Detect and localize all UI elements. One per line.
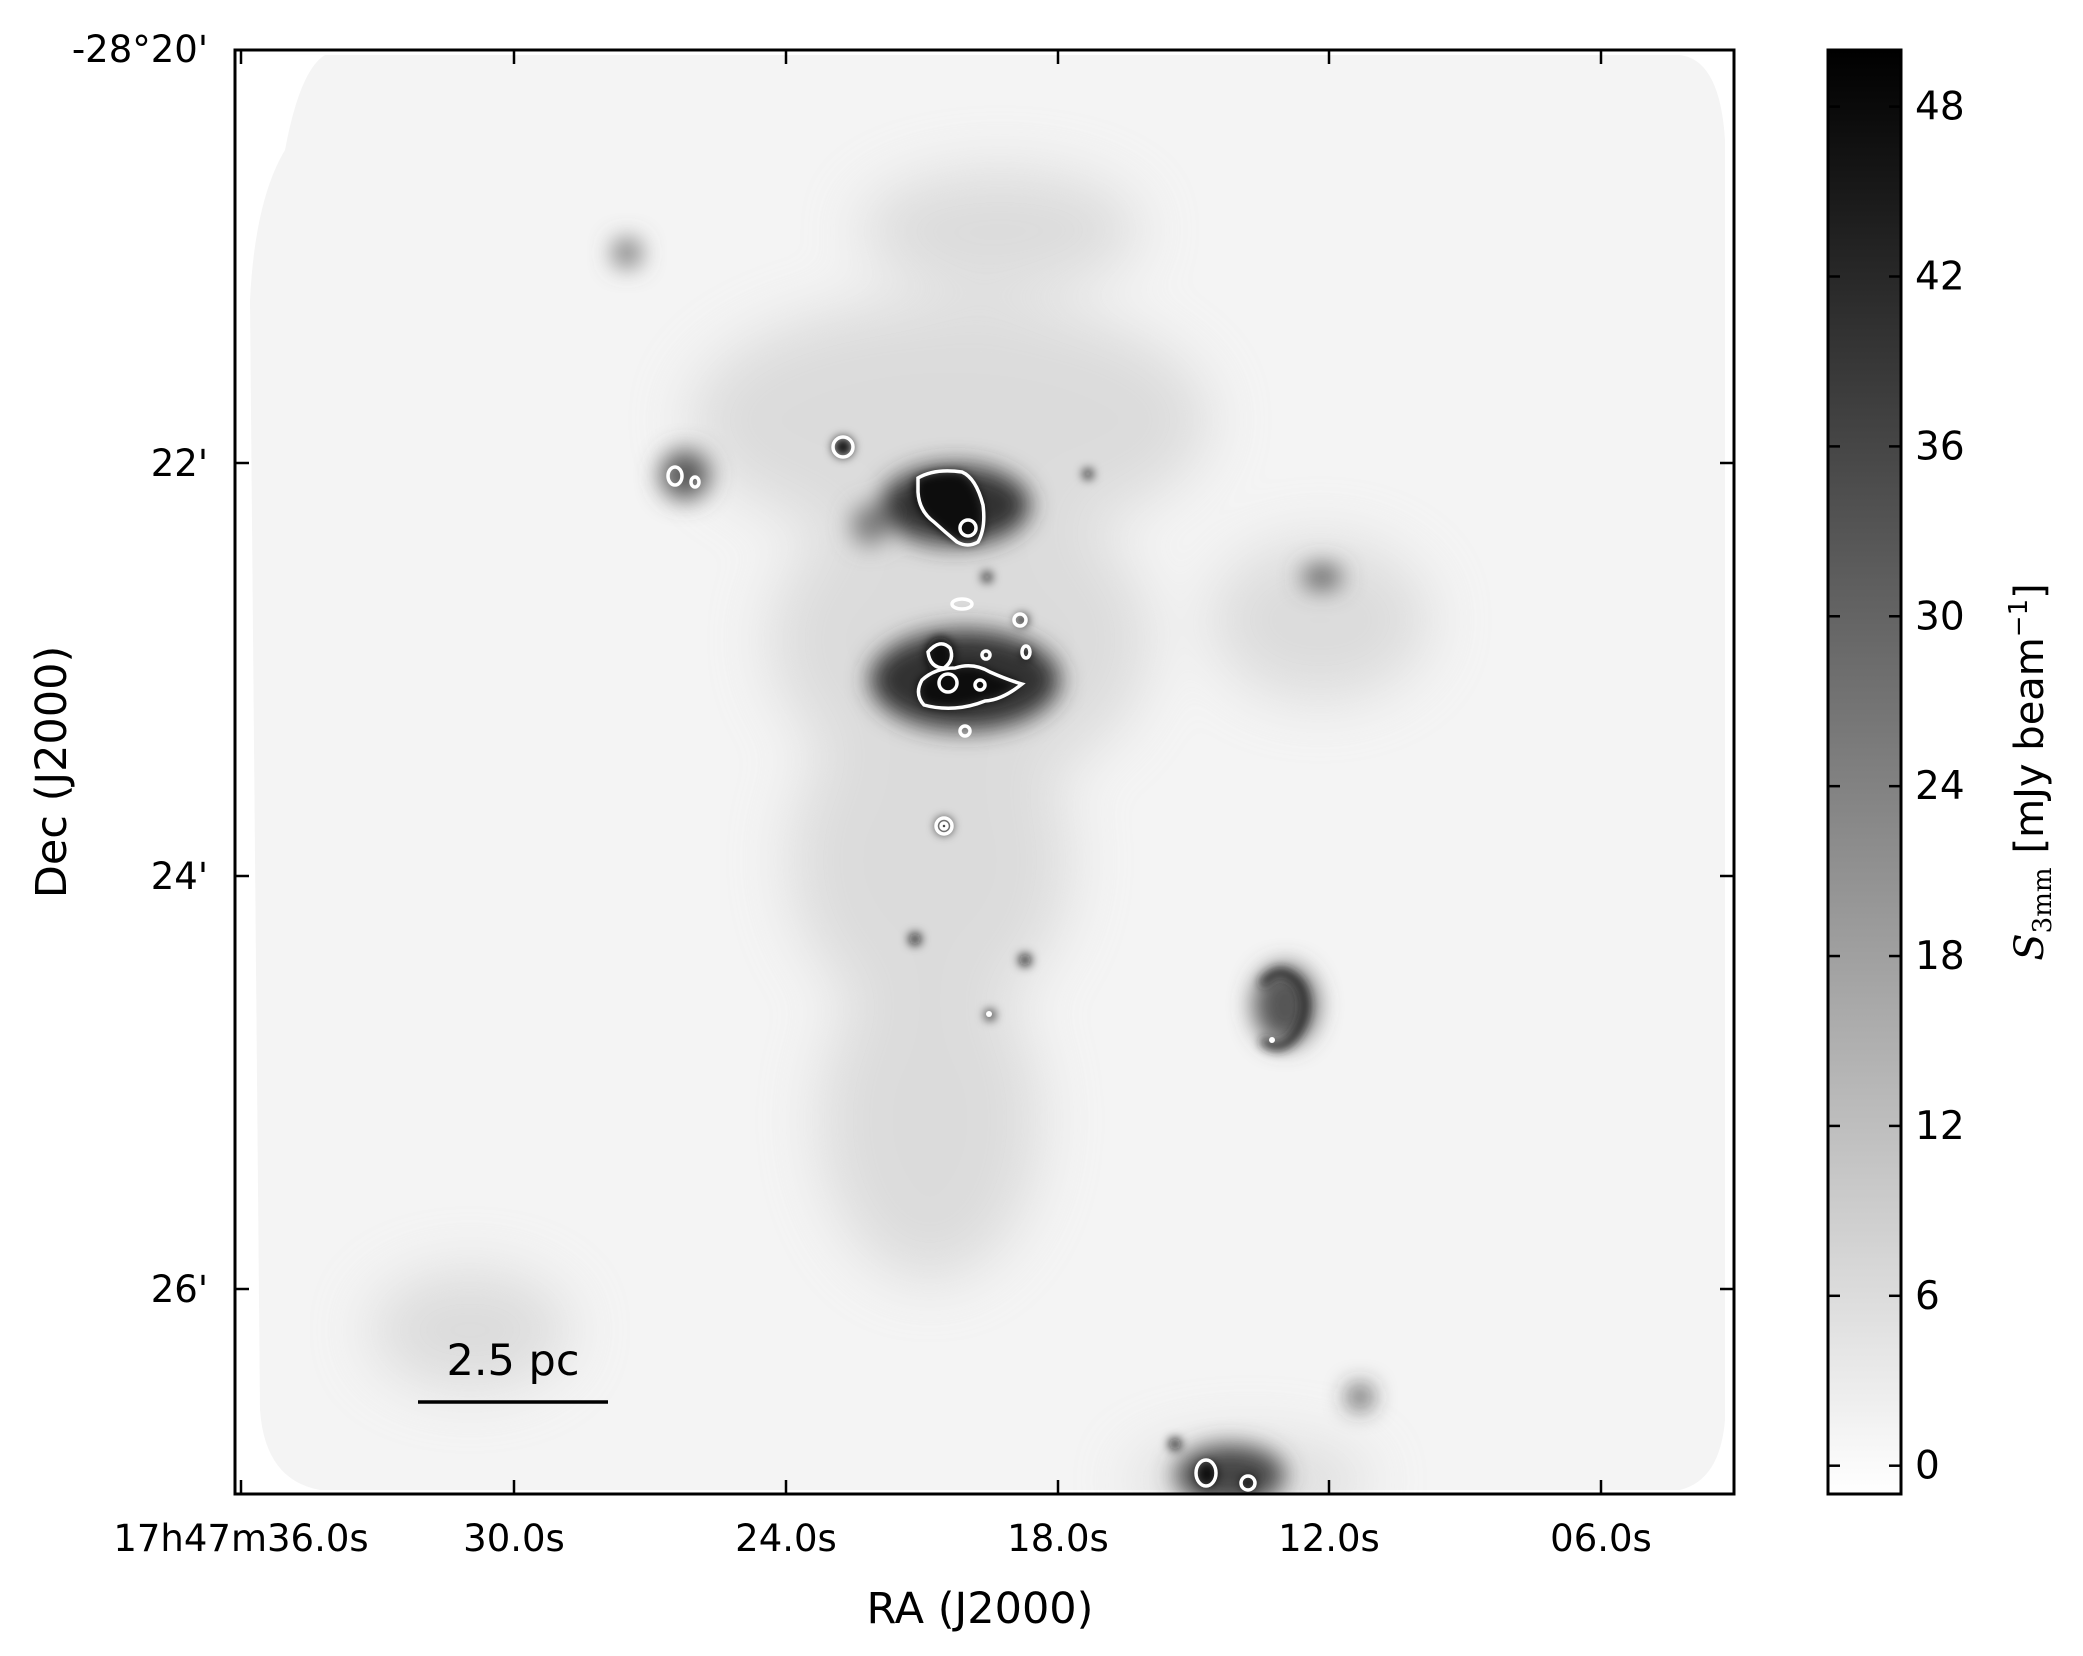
contour-1206 [1194,1458,1218,1488]
colorbar-label-unit-close: ] [2007,583,2053,599]
x-tick-labels: 17h47m36.0s 30.0s 24.0s 18.0s 12.0s 06.0… [113,1517,1652,1560]
y-axis-label: Dec (J2000) [27,646,77,899]
colorbar-label-unit: [mJy beam [2007,637,2053,853]
colorbar-gradient [1826,48,1903,1496]
map-panel: 17h47m36.0s 30.0s 24.0s 18.0s 12.0s 06.0… [27,28,1736,1634]
contour-1248 [1239,1474,1257,1492]
colorbar-label-symbol: S [2007,933,2053,960]
axes-frame [233,48,1736,1496]
colorbar-tick-label: 36 [1915,424,1965,469]
tick-marks [235,48,1734,1494]
source-compact-843 [833,437,853,457]
scale-bar-label: 2.5 pc [447,1336,580,1386]
source-compact-944 [936,818,952,834]
colorbar-tick-label: 30 [1915,594,1965,639]
source-ring-shell [1258,968,1309,1051]
y-tick-label: -28°20' [72,28,208,71]
source-south-halo [1175,1445,1285,1494]
contour-944-inner [939,821,949,831]
colorbar-tick-label: 24 [1915,764,1965,809]
source-compact-1248 [1241,1476,1255,1490]
white-spot-989 [986,1011,992,1017]
source-compact-1175 [1169,1438,1181,1450]
colorbar-tick-label: 42 [1915,255,1965,300]
colorbar-tick-label: 12 [1915,1104,1965,1149]
x-tick-label: 12.0s [1278,1517,1380,1560]
contour-843 [831,435,855,459]
contour-west-small [689,475,701,489]
y-tick-label: 22' [151,442,208,485]
contour-965 [958,724,972,738]
compact-sources [613,239,1372,1494]
colorbar-ticks: 48 42 36 30 24 18 12 6 0 [1828,85,1965,1489]
colorbar-label-subscript: 3mm [2028,867,2058,933]
contour-west [666,465,684,487]
source-blob-870 [852,505,888,545]
x-axis-label: RA (J2000) [867,1584,1094,1634]
x-tick-label: 30.0s [463,1517,565,1560]
colorbar-tick-label: 18 [1915,934,1965,979]
x-tick-label: 24.0s [735,1517,837,1560]
contour-944-outer [934,816,954,836]
contour-north [916,469,986,547]
y-tick-label: 26' [151,1268,208,1311]
source-northwest-blob [613,239,641,267]
source-compact-987 [982,572,992,582]
contour-central-peak-a [937,672,959,694]
colorbar-label: S3mm [mJy beam−1] [2004,583,2058,960]
contour-962 [950,597,974,611]
colorbar-tick-label: 0 [1915,1444,1940,1489]
colorbar-tick-label: 48 [1915,85,1965,130]
source-southeast-blob [1348,1385,1372,1409]
y-tick-labels: -28°20' 22' 24' 26' [72,28,208,1311]
contour-central-peak-b [973,678,987,692]
contour-986 [980,649,992,661]
contour-central-arm [926,642,954,670]
source-compact-1207 [1197,1462,1217,1486]
white-spot-ring [1269,1037,1275,1043]
source-compact-1025 [1019,954,1031,966]
colorbar-tick-label: 6 [1915,1274,1940,1319]
x-tick-label: 06.0s [1550,1517,1652,1560]
contour-1020 [1012,612,1028,628]
contour-north-peak [958,518,978,538]
source-compact-1088 [1083,469,1093,479]
scale-bar: 2.5 pc [418,1336,608,1404]
source-compact-915 [909,933,921,945]
source-north-core [915,471,983,543]
contour-1026 [1020,644,1032,660]
diffuse-emission [370,170,1430,1494]
source-east-blob [1302,565,1342,589]
contour-central [916,664,1026,710]
colorbar: 48 42 36 30 24 18 12 6 0 S3mm [mJy beam−1] [1826,48,2058,1496]
y-tick-label: 24' [151,855,208,898]
x-tick-label: 17h47m36.0s [113,1517,368,1560]
x-tick-label: 18.0s [1007,1517,1109,1560]
contours [666,435,1257,1492]
colorbar-label-superscript: −1 [2004,599,2034,637]
